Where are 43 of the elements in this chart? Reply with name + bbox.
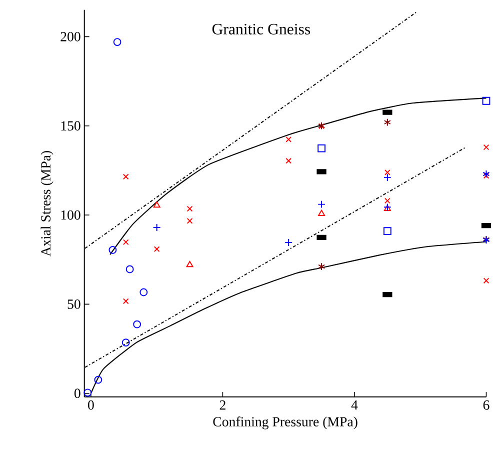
point (186, 218, 193, 224)
point (186, 260, 194, 268)
point (318, 210, 326, 216)
y-tick-label: 150 (61, 120, 80, 130)
point (122, 338, 130, 346)
line-series (90, 241, 487, 394)
point (384, 198, 390, 204)
x-tick-label: 2 (220, 400, 226, 410)
point (482, 96, 490, 105)
point (384, 169, 390, 176)
point (154, 246, 160, 252)
point (94, 376, 102, 384)
text: Granitic Gneiss (212, 24, 310, 34)
point (122, 239, 129, 245)
point (483, 172, 490, 179)
y-tick-label: 50 (68, 299, 80, 309)
y-tick-label: 200 (60, 32, 80, 42)
point (483, 144, 490, 150)
point (483, 278, 490, 284)
point (318, 262, 326, 270)
point (140, 288, 148, 296)
y-tick-label: 100 (61, 210, 80, 220)
point (113, 38, 122, 46)
point (186, 206, 193, 212)
point (126, 265, 134, 274)
point (384, 118, 391, 126)
point (122, 298, 129, 304)
y-axis-title: Axial Stress (MPa) (40, 150, 54, 256)
point (108, 246, 117, 254)
x-tick-label: 6 (483, 400, 490, 410)
x-axis-title: Confining Pressure (MPa) (213, 416, 358, 430)
x-tick-label: 4 (351, 400, 358, 410)
point (383, 226, 392, 235)
x-tick-label: 0 (88, 400, 94, 410)
y-tick-label: 0 (74, 388, 80, 398)
point (286, 158, 292, 164)
point (133, 320, 142, 328)
point (286, 136, 292, 142)
point (122, 174, 129, 180)
point (482, 170, 490, 178)
point (84, 388, 92, 396)
point (318, 144, 326, 152)
point (153, 201, 160, 208)
